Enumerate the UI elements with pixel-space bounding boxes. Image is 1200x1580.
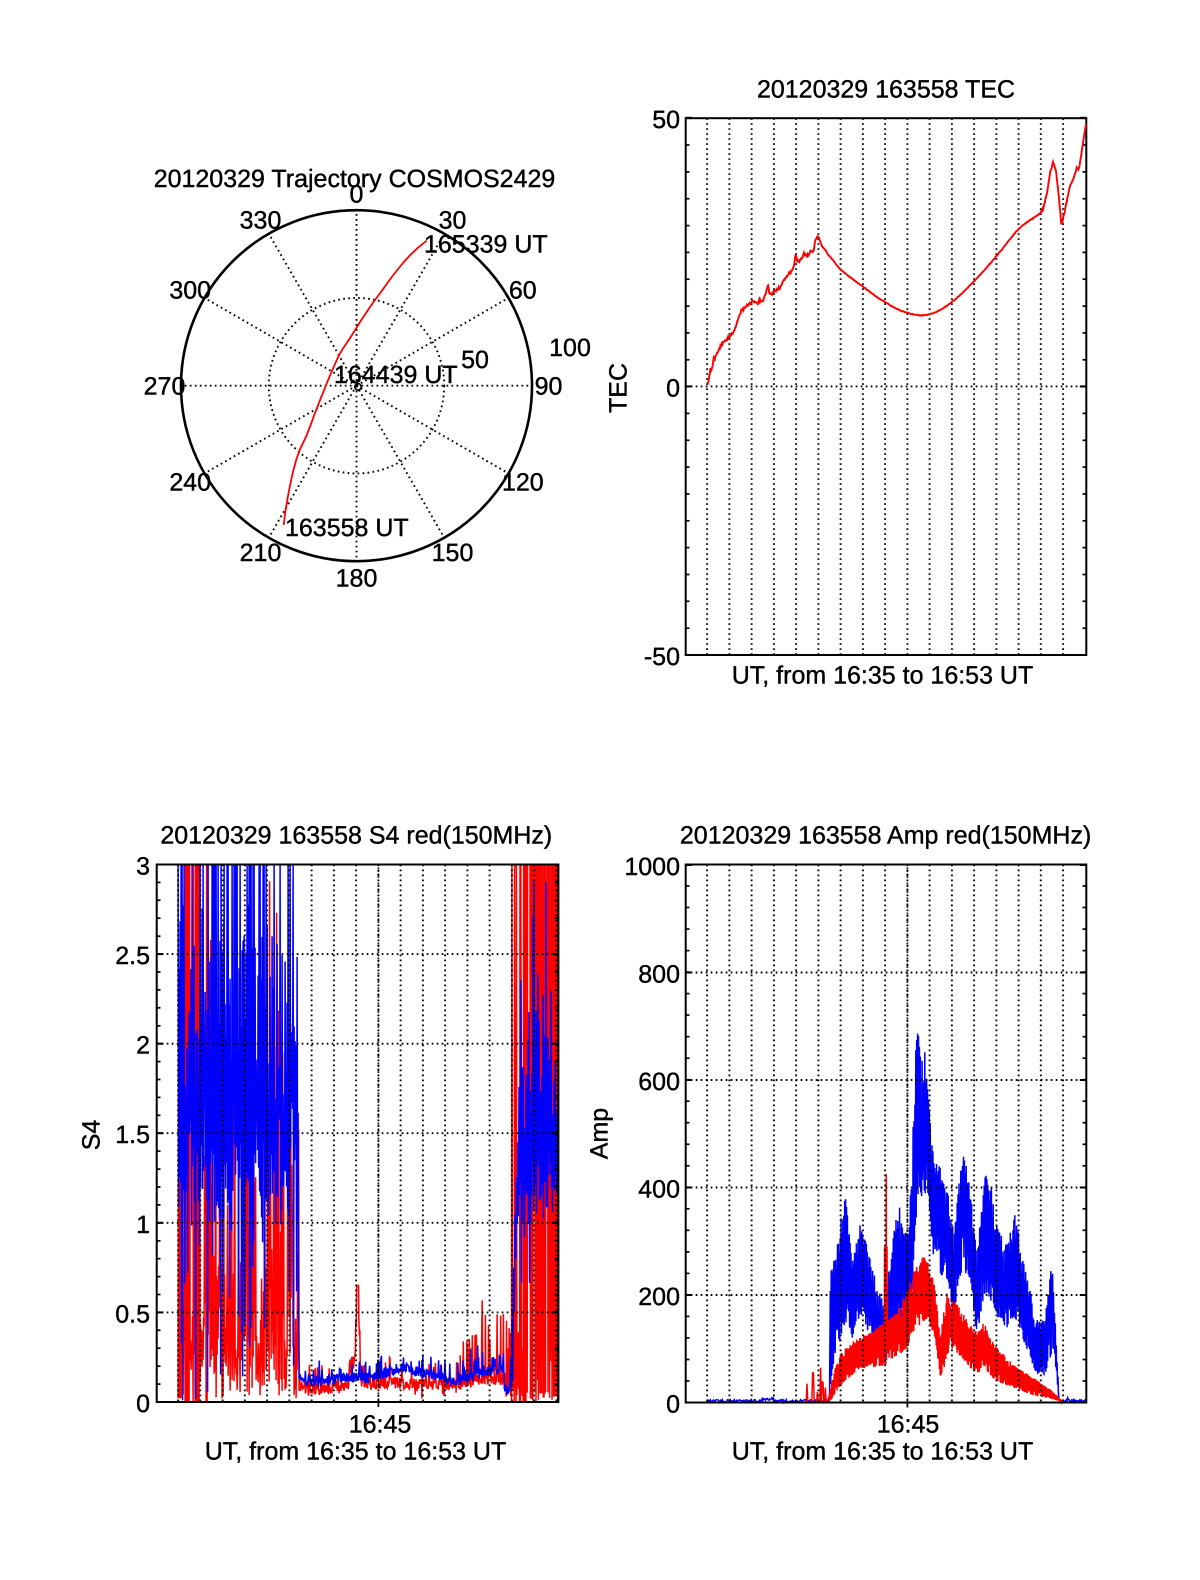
svg-text:300: 300 xyxy=(169,277,211,305)
svg-text:0: 0 xyxy=(350,181,364,209)
svg-text:16:45: 16:45 xyxy=(349,1411,412,1439)
svg-text:UT, from 16:35 to 16:53 UT: UT, from 16:35 to 16:53 UT xyxy=(732,662,1034,690)
svg-text:2: 2 xyxy=(136,1032,150,1060)
svg-text:UT, from 16:35 to 16:53 UT: UT, from 16:35 to 16:53 UT xyxy=(732,1437,1034,1465)
svg-text:165339 UT: 165339 UT xyxy=(424,231,548,259)
svg-text:0: 0 xyxy=(666,374,680,402)
svg-text:20120329 163558 TEC: 20120329 163558 TEC xyxy=(757,76,1015,104)
svg-text:100: 100 xyxy=(549,334,591,362)
svg-text:200: 200 xyxy=(638,1283,680,1311)
svg-text:0.5: 0.5 xyxy=(115,1300,150,1328)
svg-text:16:45: 16:45 xyxy=(877,1411,940,1439)
svg-text:800: 800 xyxy=(638,961,680,989)
svg-text:3: 3 xyxy=(136,853,150,881)
svg-text:2.5: 2.5 xyxy=(115,942,150,970)
svg-text:1.5: 1.5 xyxy=(115,1121,150,1149)
svg-text:400: 400 xyxy=(638,1176,680,1204)
svg-text:Amp: Amp xyxy=(586,1108,614,1159)
svg-text:1000: 1000 xyxy=(624,853,680,881)
svg-text:20120329 163558 Amp red(150MHz: 20120329 163558 Amp red(150MHz) xyxy=(680,822,1091,850)
svg-text:50: 50 xyxy=(461,346,489,374)
svg-text:210: 210 xyxy=(240,539,282,567)
svg-text:-50: -50 xyxy=(644,643,680,671)
svg-text:50: 50 xyxy=(652,106,680,134)
svg-text:60: 60 xyxy=(509,277,537,305)
svg-text:S4: S4 xyxy=(78,1120,106,1151)
svg-text:UT, from 16:35 to 16:53 UT: UT, from 16:35 to 16:53 UT xyxy=(205,1437,507,1465)
svg-text:180: 180 xyxy=(336,565,378,593)
svg-text:0: 0 xyxy=(136,1390,150,1418)
svg-text:150: 150 xyxy=(432,539,474,567)
svg-text:240: 240 xyxy=(169,469,211,497)
svg-text:20120329 Trajectory COSMOS2429: 20120329 Trajectory COSMOS2429 xyxy=(154,165,556,193)
svg-text:120: 120 xyxy=(502,469,544,497)
svg-text:330: 330 xyxy=(240,206,282,234)
svg-text:1: 1 xyxy=(136,1211,150,1239)
svg-text:270: 270 xyxy=(144,373,186,401)
svg-text:TEC: TEC xyxy=(605,363,633,413)
svg-text:20120329 163558 S4 red(150MHz): 20120329 163558 S4 red(150MHz) xyxy=(160,822,552,850)
svg-text:163558 UT: 163558 UT xyxy=(285,514,409,542)
svg-text:0: 0 xyxy=(666,1391,680,1419)
svg-text:30: 30 xyxy=(439,206,467,234)
svg-text:600: 600 xyxy=(638,1068,680,1096)
svg-text:164439 UT: 164439 UT xyxy=(334,361,458,389)
svg-text:90: 90 xyxy=(535,373,563,401)
